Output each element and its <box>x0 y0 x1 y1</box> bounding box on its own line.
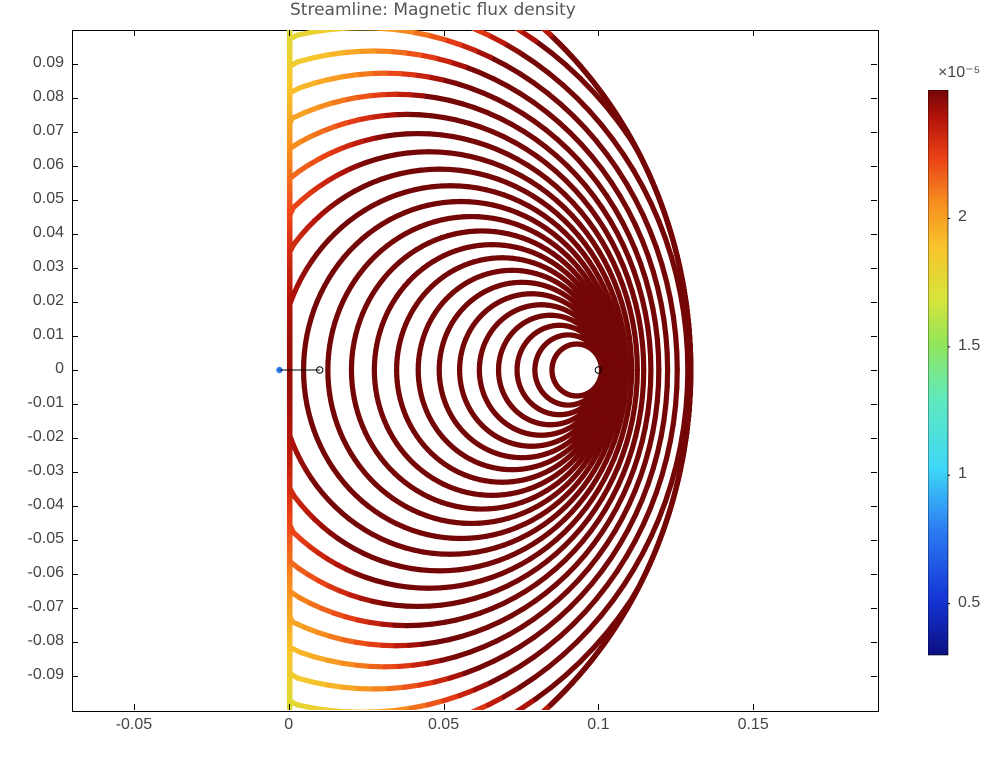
streamline <box>290 186 622 555</box>
tick-mark <box>72 200 78 201</box>
colorbar-exponent: ×10⁻⁵ <box>938 62 980 82</box>
streamline <box>418 270 606 469</box>
y-axis-tick: -0.06 <box>28 564 64 582</box>
chart-title: Streamline: Magnetic flux density <box>290 0 576 20</box>
tick-mark <box>72 234 78 235</box>
tick-mark <box>444 30 445 36</box>
tick-mark <box>871 676 877 677</box>
tick-mark <box>72 676 78 677</box>
y-axis-tick: -0.07 <box>28 598 64 616</box>
x-axis-tick: 0.1 <box>587 716 609 734</box>
streamline-plot <box>72 30 877 710</box>
tick-mark <box>753 704 754 710</box>
streamline <box>397 258 608 482</box>
tick-mark <box>871 472 877 473</box>
y-axis-tick: -0.02 <box>28 428 64 446</box>
tick-mark <box>72 336 78 337</box>
tick-mark <box>598 704 599 710</box>
tick-mark <box>72 132 78 133</box>
y-axis-tick: -0.09 <box>28 666 64 684</box>
y-axis-tick: -0.05 <box>28 530 64 548</box>
tick-mark <box>134 704 135 710</box>
tick-mark <box>72 64 78 65</box>
x-axis-tick: 0 <box>284 716 293 734</box>
tick-mark <box>289 704 290 710</box>
tick-mark <box>871 574 877 575</box>
tick-mark <box>598 30 599 36</box>
y-axis-tick: -0.08 <box>28 632 64 650</box>
tick-mark <box>871 506 877 507</box>
tick-mark <box>753 30 754 36</box>
tick-mark <box>72 268 78 269</box>
tick-mark <box>72 166 78 167</box>
tick-mark <box>871 302 877 303</box>
tick-mark <box>134 30 135 36</box>
x-axis-tick: 0.15 <box>738 716 769 734</box>
tick-mark <box>72 302 78 303</box>
x-axis-tick: -0.05 <box>116 716 152 734</box>
tick-mark <box>871 540 877 541</box>
y-axis-tick: 0.01 <box>33 326 64 344</box>
tick-mark <box>72 404 78 405</box>
tick-mark <box>72 506 78 507</box>
y-axis-tick: -0.04 <box>28 496 64 514</box>
tick-mark <box>871 64 877 65</box>
y-axis-tick: 0.03 <box>33 258 64 276</box>
y-axis-tick: 0.06 <box>33 156 64 174</box>
tick-mark <box>72 608 78 609</box>
y-axis-tick: 0.04 <box>33 224 64 242</box>
y-axis-tick: 0 <box>55 360 64 378</box>
tick-mark <box>871 234 877 235</box>
tick-mark <box>871 98 877 99</box>
tick-mark <box>871 336 877 337</box>
tick-mark <box>72 438 78 439</box>
tick-mark <box>871 268 877 269</box>
tick-mark <box>444 704 445 710</box>
y-axis-tick: 0.09 <box>33 54 64 72</box>
tick-mark <box>72 472 78 473</box>
tick-mark <box>72 540 78 541</box>
tick-mark <box>871 642 877 643</box>
tick-mark <box>289 30 290 36</box>
x-axis-tick: 0.05 <box>428 716 459 734</box>
tick-mark <box>871 438 877 439</box>
y-axis-tick: 0.07 <box>33 122 64 140</box>
streamline <box>290 94 651 645</box>
tick-mark <box>72 642 78 643</box>
tick-mark <box>871 166 877 167</box>
y-axis-tick: 0.05 <box>33 190 64 208</box>
colorbar <box>928 90 950 657</box>
streamline <box>552 344 602 396</box>
tick-mark <box>871 608 877 609</box>
tick-mark <box>72 574 78 575</box>
streamline <box>374 245 609 496</box>
colorbar-tick: 1.5 <box>958 337 980 355</box>
tick-mark <box>72 98 78 99</box>
y-axis-tick: -0.03 <box>28 462 64 480</box>
tick-mark <box>871 132 877 133</box>
tick-mark <box>871 200 877 201</box>
tick-mark <box>871 404 877 405</box>
colorbar-tick: 0.5 <box>958 594 980 612</box>
y-axis-tick: 0.02 <box>33 292 64 310</box>
y-axis-tick: 0.08 <box>33 88 64 106</box>
y-axis-tick: -0.01 <box>28 394 64 412</box>
tick-mark <box>871 370 877 371</box>
colorbar-tick: 1 <box>958 465 967 483</box>
colorbar-tick: 2 <box>958 208 967 226</box>
tick-mark <box>72 370 78 371</box>
